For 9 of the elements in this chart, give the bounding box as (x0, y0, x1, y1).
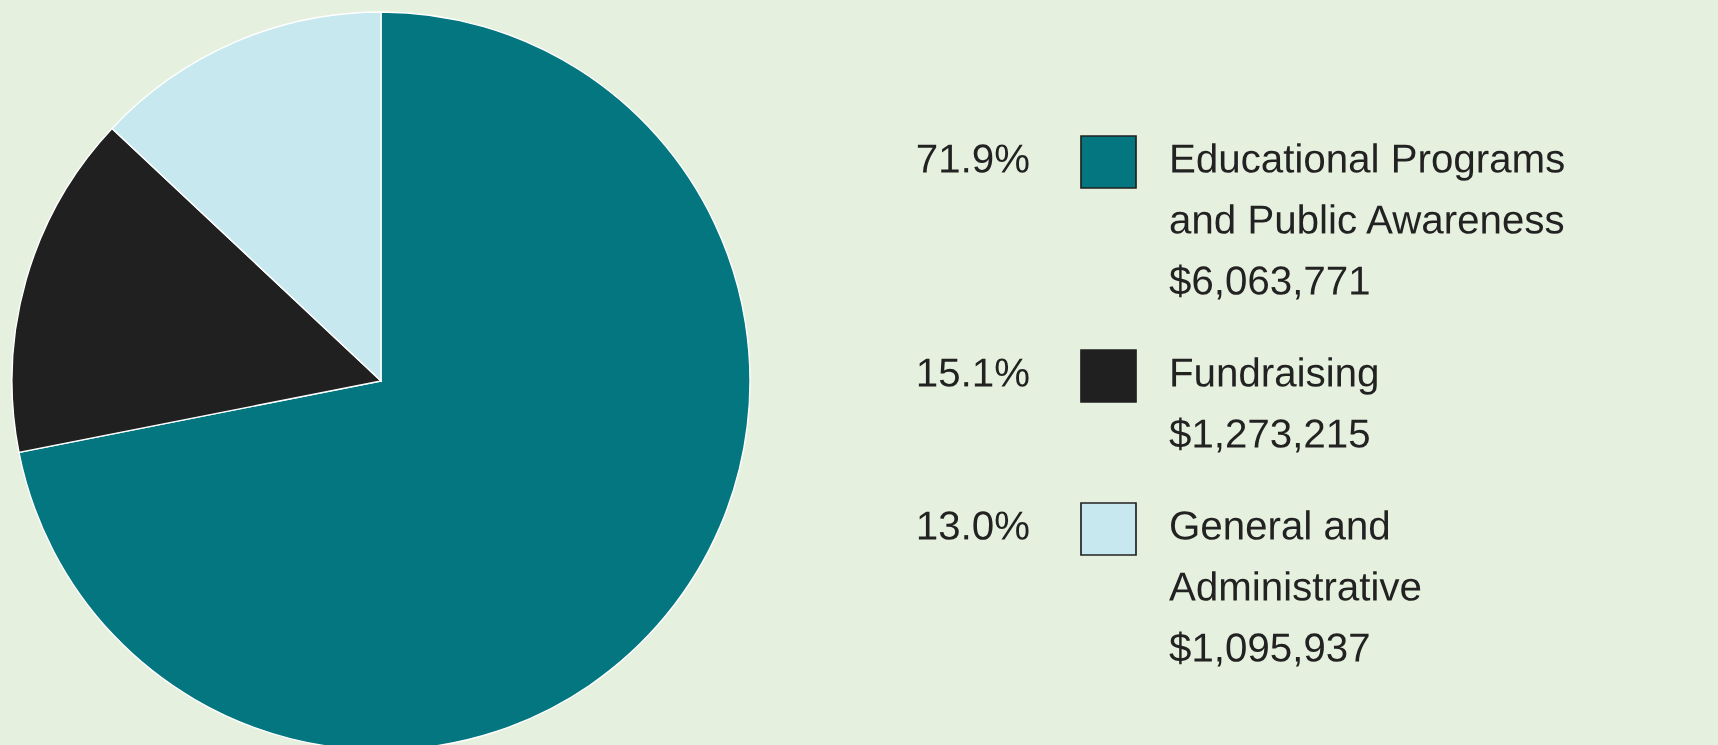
legend-label: General and Administrative (1169, 510, 1421, 601)
data-label: 13.0% (918, 511, 1029, 540)
text: $1,095,937 (1169, 631, 1369, 667)
text: $1,273,215 (1169, 417, 1369, 453)
legend-label: Fundraising (1172, 357, 1377, 395)
legend-label: Educational Programs and Public Awareness (1170, 143, 1564, 234)
data-label: 15.1% (918, 358, 1029, 387)
text: $6,063,771 (1169, 264, 1369, 300)
data-label: 71.9% (917, 144, 1029, 173)
